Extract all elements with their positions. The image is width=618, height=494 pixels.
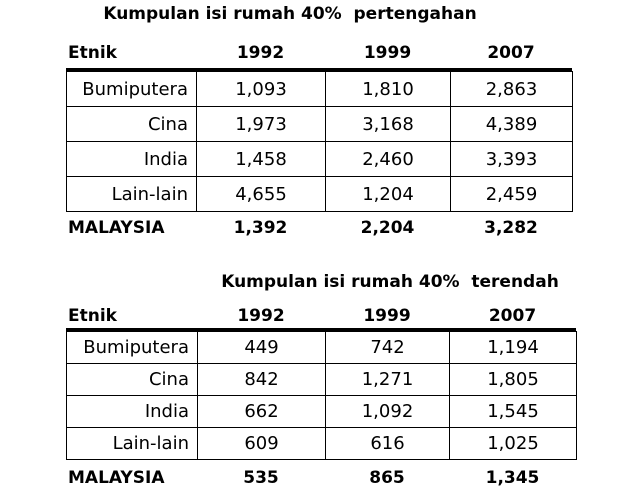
- header-cell: 2007: [487, 43, 535, 63]
- table-cell: 449: [197, 331, 326, 364]
- table-cell: 1,093: [196, 71, 326, 107]
- table-title: Kumpulan isi rumah 40% terendah: [221, 272, 559, 292]
- total-cell: 1,392: [233, 218, 288, 238]
- header-rule: [66, 328, 576, 331]
- table-cell: 1,545: [449, 395, 577, 428]
- header-cell: 1999: [363, 43, 412, 63]
- total-cell: MALAYSIA: [68, 218, 165, 238]
- table-cell: Bumiputera: [66, 71, 197, 107]
- table-cell: 1,204: [325, 176, 451, 212]
- table-cell: 4,389: [450, 106, 573, 142]
- table-cell: Bumiputera: [66, 331, 198, 364]
- table-cell: India: [66, 395, 198, 428]
- table-cell: Lain-lain: [66, 427, 198, 460]
- total-cell: MALAYSIA: [68, 467, 165, 488]
- table-cell: 1,973: [196, 106, 326, 142]
- table-cell: Cina: [66, 363, 198, 396]
- total-cell: 3,282: [484, 218, 538, 238]
- table-cell: 616: [325, 427, 450, 460]
- table-cell: 1,025: [449, 427, 577, 460]
- table-cell: 1,194: [449, 331, 577, 364]
- table-cell: 1,271: [325, 363, 450, 396]
- table-cell: 3,393: [450, 141, 573, 177]
- header-cell: 1992: [237, 305, 285, 326]
- table-cell: 2,863: [450, 71, 573, 107]
- table-cell: Lain-lain: [66, 176, 197, 212]
- header-cell: 2007: [488, 305, 537, 326]
- table-title: Kumpulan isi rumah 40% pertengahan: [103, 4, 477, 24]
- table-cell: 1,810: [325, 71, 451, 107]
- table-cell: 4,655: [196, 176, 326, 212]
- total-cell: 535: [243, 467, 279, 488]
- table-cell: India: [66, 141, 197, 177]
- table-cell: 1,092: [325, 395, 450, 428]
- table-cell: 842: [197, 363, 326, 396]
- header-cell: Etnik: [68, 43, 117, 63]
- header-rule: [66, 68, 572, 71]
- table-cell: 1,805: [449, 363, 577, 396]
- table-cell: 1,458: [196, 141, 326, 177]
- total-cell: 1,345: [485, 467, 540, 488]
- table-cell: Cina: [66, 106, 197, 142]
- table-cell: 609: [197, 427, 326, 460]
- header-cell: Etnik: [68, 305, 117, 326]
- table-cell: 2,459: [450, 176, 573, 212]
- table-cell: 3,168: [325, 106, 451, 142]
- total-cell: 2,204: [360, 218, 415, 238]
- total-cell: 865: [369, 467, 405, 488]
- table-cell: 742: [325, 331, 450, 364]
- header-cell: 1992: [236, 43, 285, 63]
- header-cell: 1999: [363, 305, 411, 326]
- table-cell: 662: [197, 395, 326, 428]
- table-cell: 2,460: [325, 141, 451, 177]
